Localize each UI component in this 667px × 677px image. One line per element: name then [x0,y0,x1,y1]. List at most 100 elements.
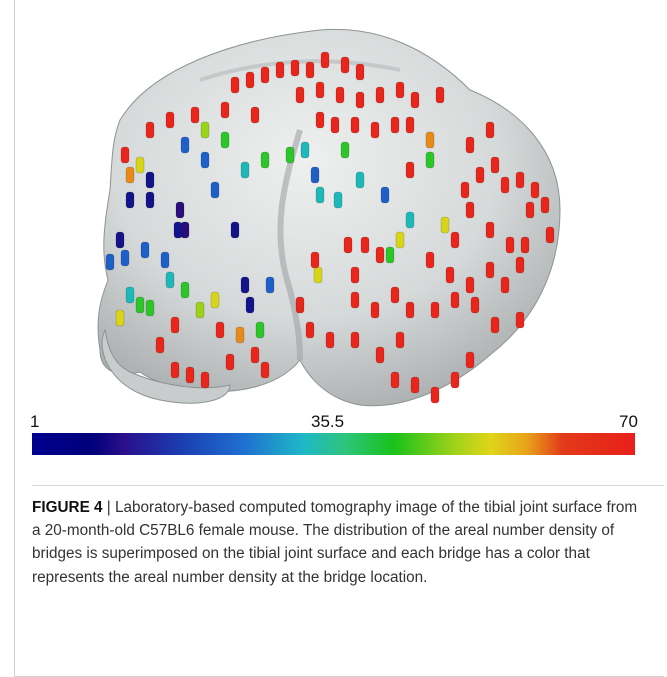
bridge-marker [180,281,190,299]
bridge-marker [350,116,360,134]
bridge-marker [395,331,405,349]
bridge-marker [430,386,440,404]
bridge-marker [285,146,295,164]
bridge-marker [240,161,250,179]
bridge-marker [395,231,405,249]
bridge-marker [170,316,180,334]
bridge-marker [105,253,115,271]
bridge-marker [260,361,270,379]
bridge-marker [515,256,525,274]
bridge-marker [305,61,315,79]
bridge-marker [545,226,555,244]
bridge-marker [210,291,220,309]
bridge-marker [235,326,245,344]
bridge-marker [500,176,510,194]
bridge-marker [125,166,135,184]
bridge-marker [155,336,165,354]
bridge-marker [485,121,495,139]
colorbar-mid-label: 35.5 [311,412,345,431]
bridge-marker [405,301,415,319]
bridge-marker [325,331,335,349]
bridge-marker [145,299,155,317]
bridge-marker [333,191,343,209]
bridge-marker [390,371,400,389]
bridge-marker [315,81,325,99]
bridge-marker [260,151,270,169]
bridge-marker [405,211,415,229]
central-groove [277,129,303,361]
bridge-marker [520,236,530,254]
bridge-marker [370,301,380,319]
bridge-marker [445,266,455,284]
bridge-marker [245,71,255,89]
bridge-marker [210,181,220,199]
bridge-marker [220,101,230,119]
bridge-marker [330,116,340,134]
bridge-marker [355,91,365,109]
figure-label: FIGURE 4 [32,499,103,516]
bridge-marker [160,251,170,269]
bridge-marker [313,266,323,284]
bridge-marker [180,136,190,154]
bridge-marker [315,111,325,129]
caption-divider [32,485,664,486]
bridge-marker [375,246,385,264]
bridge-marker [275,61,285,79]
bridge-marker [295,86,305,104]
bridge-marker [425,151,435,169]
bridge-marker [170,361,180,379]
bridge-marker [290,59,300,77]
bridge-marker [200,371,210,389]
caption-text: Laboratory-based computed tomography ima… [32,499,638,586]
bone-lobe [101,328,231,404]
bridge-marker [135,156,145,174]
bridge-marker [245,296,255,314]
bridge-marker [145,121,155,139]
bridge-marker [405,116,415,134]
bridge-marker [505,236,515,254]
bridge-marker [115,231,125,249]
bridge-marker [470,296,480,314]
bridge-marker [355,63,365,81]
colorbar-max-label: 70 [619,412,638,431]
bone-surface [97,28,561,407]
bridge-marker [295,296,305,314]
bridge-marker [165,111,175,129]
bridge-marker [375,86,385,104]
bridge-marker [350,331,360,349]
bridge-marker [465,276,475,294]
bridge-marker [185,366,195,384]
colorbar-min-label: 1 [30,412,40,431]
bridge-marker [515,171,525,189]
bridge-marker [490,156,500,174]
bridge-marker [500,276,510,294]
bridge-marker [225,353,235,371]
bridge-marker [215,321,225,339]
bridge-marker [450,291,460,309]
bridge-marker [310,166,320,184]
bridge-marker [145,191,155,209]
bridge-marker [515,311,525,329]
bridge-marker [440,216,450,234]
bridge-marker [250,346,260,364]
colorbar [32,433,635,455]
bridge-marker [340,56,350,74]
bridge-marker [200,151,210,169]
bridge-marker [540,196,550,214]
bridge-marker [250,106,260,124]
bridge-marker [343,236,353,254]
bridge-marker [425,131,435,149]
bridge-marker [405,161,415,179]
bridge-marker [380,186,390,204]
bridge-marker [265,276,275,294]
bridge-marker [485,221,495,239]
bridge-marker [460,181,470,199]
bridge-marker [395,81,405,99]
bridge-marker [360,236,370,254]
bridge-marker [140,241,150,259]
bridge-marker [385,246,395,264]
bridge-marker [255,321,265,339]
bridge-marker [410,91,420,109]
bridge-marker [390,286,400,304]
bridge-marker [410,376,420,394]
